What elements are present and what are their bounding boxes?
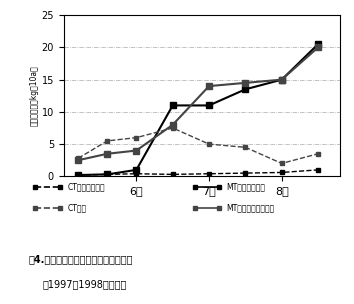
Text: CTトウモロコシ: CTトウモロコシ <box>67 182 105 192</box>
Text: CT雑草: CT雑草 <box>67 204 86 213</box>
Text: （1997、1998年平均）: （1997、1998年平均） <box>42 279 127 289</box>
Text: MTトウモロコシ: MTトウモロコシ <box>227 182 266 192</box>
Text: MTイタリアン・雑草: MTイタリアン・雑草 <box>227 204 275 213</box>
Y-axis label: 窒素吸収量（kg／10a）: 窒素吸収量（kg／10a） <box>30 65 39 126</box>
Text: 围4.トウモロコシ作期の地上部窒素量: 围4.トウモロコシ作期の地上部窒素量 <box>28 254 133 264</box>
